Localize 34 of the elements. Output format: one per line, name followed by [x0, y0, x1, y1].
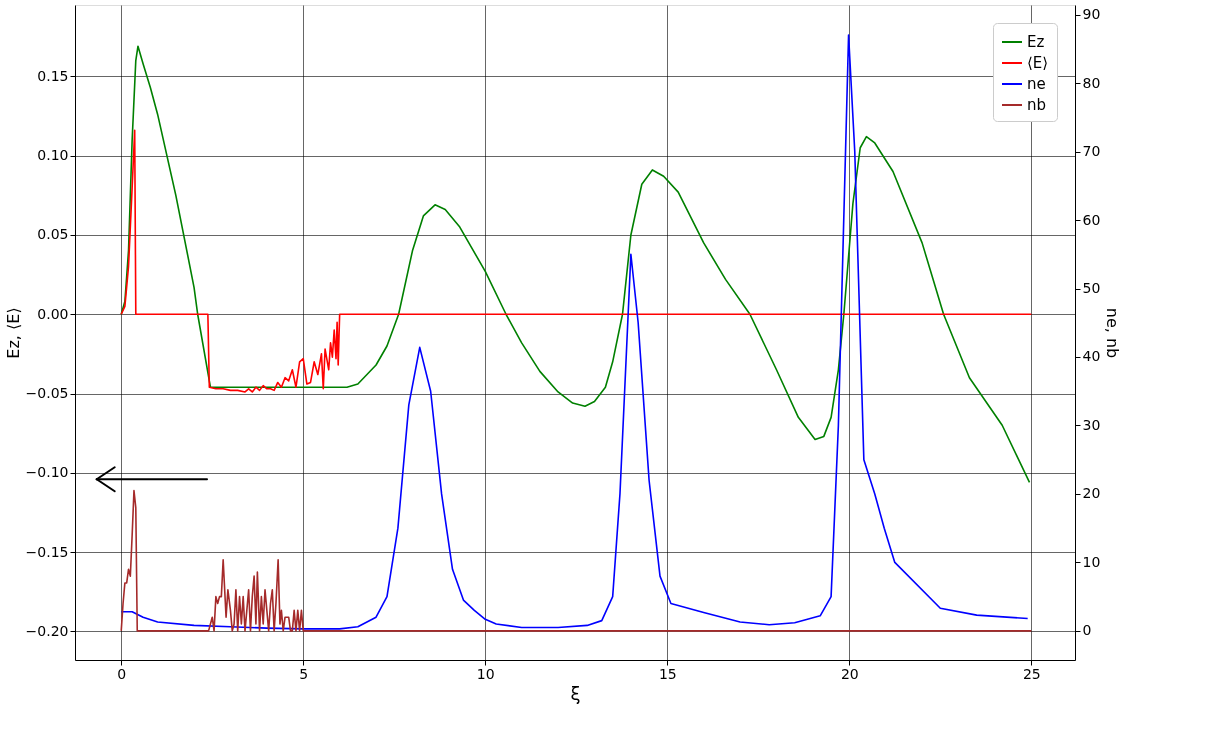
y2-tick-label: 60: [1082, 211, 1101, 228]
y-tick-label: −0.05: [25, 385, 69, 402]
y2-tick-label: 70: [1082, 143, 1101, 160]
line-series: [120, 129, 1033, 393]
y2-tick-label: 80: [1082, 74, 1101, 91]
y-tick-label: −0.10: [25, 464, 69, 481]
y-tick-label: −0.20: [25, 622, 69, 639]
legend-label: nb: [1027, 96, 1047, 114]
y-tick-label: 0.05: [37, 226, 69, 243]
y2-tick-label: 90: [1082, 6, 1101, 23]
x-axis-title: ξ: [570, 682, 581, 704]
y2-tick-label: 0: [1082, 622, 1092, 639]
y-tick-label: 0.00: [37, 305, 69, 322]
x-tick-label: 5: [299, 665, 309, 682]
line-series: [120, 489, 1033, 632]
x-tick-label: 20: [840, 665, 859, 682]
x-tick-label: 15: [658, 665, 677, 682]
y2-axis-title: ne, nb: [1103, 307, 1123, 359]
x-tick-label: 10: [476, 665, 495, 682]
y2-tick-label: 20: [1082, 485, 1101, 502]
x-tick-label: 0: [117, 665, 127, 682]
y-tick-label: 0.10: [37, 147, 69, 164]
line-series: [120, 34, 1029, 630]
y2-tick-label: 50: [1082, 280, 1101, 296]
legend-label: ne: [1027, 75, 1046, 93]
y2-tick-label: 30: [1082, 416, 1101, 433]
y-axis-title: Ez, ⟨E⟩: [3, 307, 23, 359]
legend-label: ⟨E⟩: [1027, 54, 1049, 72]
legend-label: Ez: [1027, 33, 1045, 51]
y-tick-label: −0.15: [25, 543, 69, 560]
y-tick-label: 0.15: [37, 67, 69, 84]
y2-tick-label: 10: [1082, 553, 1101, 570]
y2-tick-label: 40: [1082, 348, 1101, 365]
x-tick-label: 25: [1022, 665, 1041, 682]
